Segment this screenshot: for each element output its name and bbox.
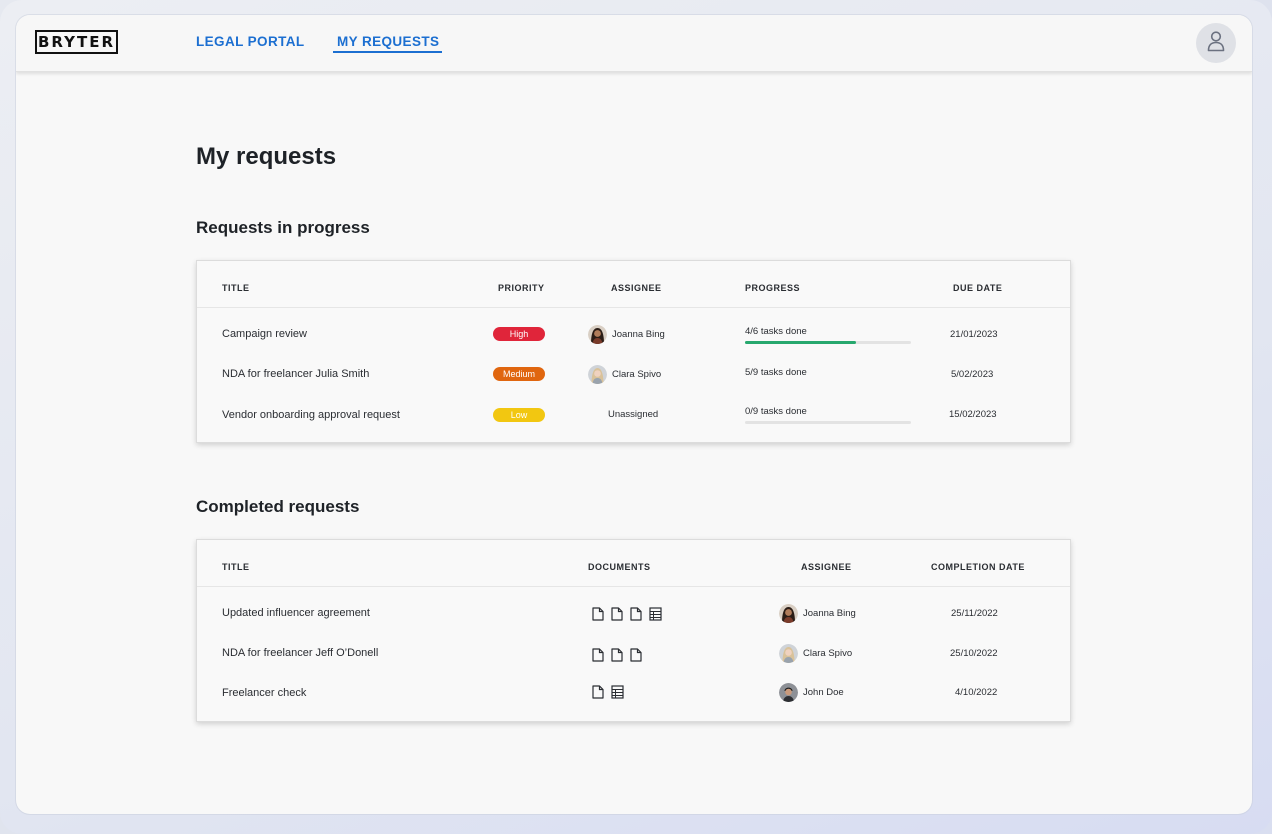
document-icon[interactable]	[611, 607, 623, 621]
user-icon	[1206, 30, 1226, 57]
column-header-assignee[interactable]: ASSIGNEE	[611, 283, 662, 293]
documents-list	[592, 648, 642, 662]
request-title[interactable]: Vendor onboarding approval request	[222, 409, 400, 421]
document-icon[interactable]	[592, 685, 604, 699]
column-header-title[interactable]: TITLE	[222, 283, 250, 293]
progress-text: 0/9 tasks done	[745, 406, 807, 417]
bryter-logo[interactable]: BRYTER	[35, 30, 118, 54]
priority-badge-low: Low	[493, 408, 545, 422]
column-header-documents[interactable]: DOCUMENTS	[588, 562, 651, 572]
account-button[interactable]	[1196, 23, 1236, 63]
request-title[interactable]: NDA for freelancer Julia Smith	[222, 368, 370, 380]
column-header-progress[interactable]: PROGRESS	[745, 283, 801, 293]
request-title[interactable]: Updated influencer agreement	[222, 607, 370, 619]
documents-list	[592, 607, 662, 621]
active-nav-indicator	[333, 51, 442, 53]
completed-table: TITLE DOCUMENTS ASSIGNEE COMPLETION DATE…	[196, 539, 1071, 722]
due-date: 5/02/2023	[951, 369, 994, 380]
in-progress-table: TITLE PRIORITY ASSIGNEE PROGRESS DUE DAT…	[196, 260, 1071, 443]
completion-date: 4/10/2022	[955, 687, 998, 698]
column-header-due-date[interactable]: DUE DATE	[953, 283, 1003, 293]
assignee-name: Clara Spivo	[803, 648, 853, 659]
document-icon[interactable]	[592, 607, 604, 621]
document-icon[interactable]	[630, 648, 642, 662]
documents-list	[592, 685, 624, 699]
assignee: Clara Spivo	[779, 644, 852, 663]
column-header-title[interactable]: TITLE	[222, 562, 250, 572]
progress-bar	[745, 421, 911, 424]
avatar-john-doe	[779, 683, 798, 702]
nav-my-requests[interactable]: MY REQUESTS	[337, 34, 440, 49]
top-navigation-bar: BRYTER LEGAL PORTAL MY REQUESTS	[16, 15, 1252, 72]
assignee: Clara Spivo	[588, 365, 661, 384]
progress-text: 4/6 tasks done	[745, 326, 807, 337]
completion-date: 25/10/2022	[950, 648, 998, 659]
request-title[interactable]: Campaign review	[222, 328, 307, 340]
priority-badge-medium: Medium	[493, 367, 545, 381]
assignee-unassigned: Unassigned	[608, 409, 659, 420]
nav-legal-portal[interactable]: LEGAL PORTAL	[196, 34, 305, 49]
page-title: My requests	[196, 143, 337, 170]
spreadsheet-icon[interactable]	[611, 685, 624, 699]
app-window: BRYTER LEGAL PORTAL MY REQUESTS My reque…	[16, 15, 1252, 814]
assignee: Joanna Bing	[779, 604, 856, 623]
spreadsheet-icon[interactable]	[649, 607, 662, 621]
header-divider	[197, 586, 1070, 587]
column-header-priority[interactable]: PRIORITY	[498, 283, 545, 293]
request-title[interactable]: Freelancer check	[222, 687, 307, 699]
in-progress-heading: Requests in progress	[196, 218, 370, 237]
document-icon[interactable]	[611, 648, 623, 662]
progress-bar	[745, 341, 911, 344]
avatar-joanna-bing	[779, 604, 798, 623]
completion-date: 25/11/2022	[951, 608, 998, 619]
progress-bar-fill	[745, 341, 857, 344]
request-title[interactable]: NDA for freelancer Jeff O’Donell	[222, 647, 379, 659]
assignee-name: John Doe	[803, 687, 844, 698]
assignee-name: Clara Spivo	[612, 369, 662, 380]
column-header-assignee[interactable]: ASSIGNEE	[801, 562, 852, 572]
due-date: 21/01/2023	[950, 329, 998, 340]
assignee-name: Joanna Bing	[803, 608, 856, 619]
document-icon[interactable]	[630, 607, 642, 621]
header-divider	[197, 307, 1070, 308]
avatar-clara-spivo	[588, 365, 607, 384]
assignee: John Doe	[779, 683, 844, 702]
assignee: Joanna Bing	[588, 325, 665, 344]
avatar-clara-spivo	[779, 644, 798, 663]
avatar-joanna-bing	[588, 325, 607, 344]
completed-heading: Completed requests	[196, 497, 360, 516]
document-icon[interactable]	[592, 648, 604, 662]
due-date: 15/02/2023	[949, 409, 997, 420]
column-header-completion-date[interactable]: COMPLETION DATE	[931, 562, 1025, 572]
progress-text: 5/9 tasks done	[745, 367, 807, 378]
priority-badge-high: High	[493, 327, 545, 341]
assignee-name: Joanna Bing	[612, 329, 665, 340]
